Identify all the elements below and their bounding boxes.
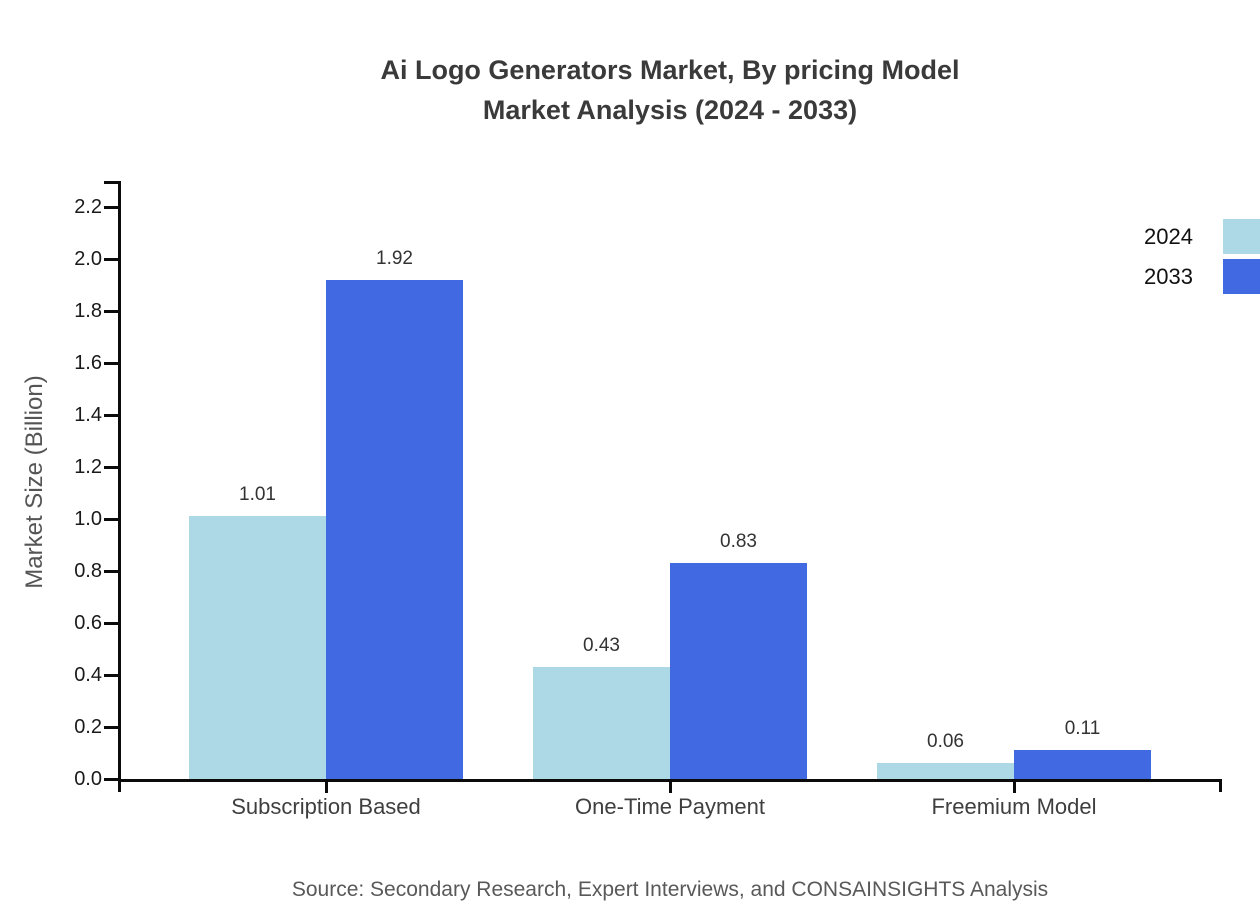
legend: 2024 2033 [1144,219,1260,299]
bar-value-label: 1.01 [239,484,276,505]
y-tick [104,362,118,365]
y-tick [104,310,118,313]
bar [877,763,1014,779]
y-tick-label: 0.2 [74,716,102,738]
bar [189,516,326,779]
bar [326,280,463,779]
y-tick-label: 1.6 [74,352,102,374]
bar [670,563,807,779]
y-tick [104,622,118,625]
x-tick [1013,782,1016,793]
y-tick [104,674,118,677]
chart-title: Ai Logo Generators Market, By pricing Mo… [80,50,1260,130]
x-tick [669,782,672,793]
y-tick-label: 0.6 [74,612,102,634]
y-tick-label: 1.4 [74,404,102,426]
y-tick [104,466,118,469]
bar [533,667,670,779]
source-note: Source: Secondary Research, Expert Inter… [291,878,1049,901]
bar [1014,750,1151,779]
y-tick [104,778,118,781]
x-axis-end-cap [1219,779,1222,792]
legend-item: 2024 [1144,219,1260,254]
legend-item: 2033 [1144,259,1260,294]
legend-label: 2024 [1144,223,1193,249]
chart-title-line-2: Market Analysis (2024 - 2033) [482,95,858,125]
bar-value-label: 0.06 [927,731,964,752]
y-axis-spine [118,181,121,792]
bar-value-label: 0.11 [1064,718,1101,739]
x-axis-spine [118,779,1222,782]
x-category-label: Freemium Model [931,794,1097,819]
y-tick-label: 1.2 [74,456,102,478]
y-tick [104,414,118,417]
bar-value-label: 0.83 [720,531,757,552]
y-tick-label: 2.0 [74,248,102,270]
legend-swatch [1223,259,1260,294]
y-tick [104,726,118,729]
y-tick-label: 1.0 [74,508,102,530]
x-category-label: Subscription Based [231,794,421,819]
y-tick-label: 0.8 [74,560,102,582]
bar-value-label: 0.43 [583,635,620,656]
y-tick-label: 0.4 [74,664,102,686]
y-axis-top-cap [104,181,121,184]
y-tick-label: 0.0 [74,768,102,790]
y-tick [104,570,118,573]
y-tick-label: 2.2 [74,196,102,218]
y-tick [104,206,118,209]
x-tick [325,782,328,793]
x-category-label: One-Time Payment [575,794,765,819]
y-tick [104,518,118,521]
bar-value-label: 1.92 [376,248,413,269]
legend-label: 2033 [1144,263,1193,289]
chart-title-line-1: Ai Logo Generators Market, By pricing Mo… [380,55,960,85]
y-tick [104,258,118,261]
legend-swatch [1223,219,1260,254]
y-tick-label: 1.8 [74,300,102,322]
